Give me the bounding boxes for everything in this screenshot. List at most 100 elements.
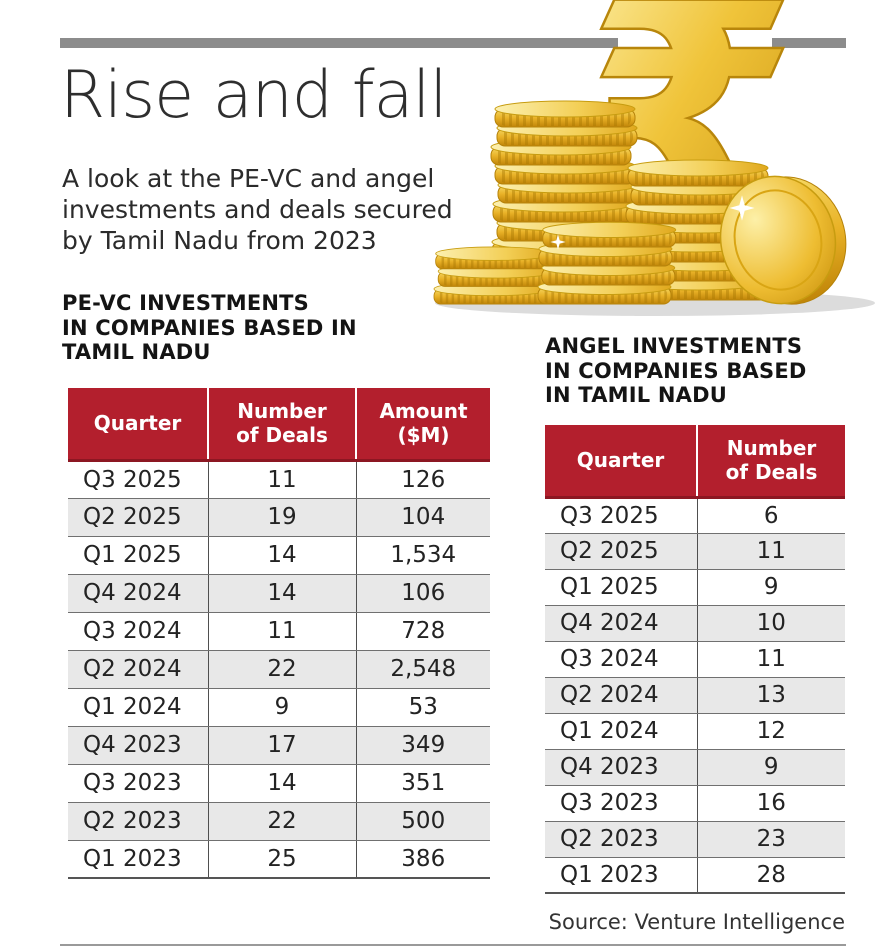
table-cell: 25 xyxy=(207,840,356,879)
table-cell: 351 xyxy=(355,764,490,803)
table-cell: Q3 2025 xyxy=(545,497,697,534)
column-header: Amount ($M) xyxy=(355,388,490,462)
table-cell: 6 xyxy=(696,497,845,534)
source-credit: Source: Venture Intelligence xyxy=(548,910,845,934)
table-row: Q1 2025 14 1,534 xyxy=(68,536,490,575)
table-cell: Q1 2023 xyxy=(68,840,208,879)
table-cell: 728 xyxy=(355,612,490,651)
column-header: Quarter xyxy=(545,425,697,499)
table-cell: 106 xyxy=(355,574,490,613)
sparkle-icon xyxy=(469,119,497,147)
table-cell: 104 xyxy=(355,498,490,537)
table-row: Q1 2024 12 xyxy=(545,713,845,750)
table-row: Q2 2024 13 xyxy=(545,677,845,714)
table-cell: 9 xyxy=(696,569,845,606)
table-cell: 22 xyxy=(207,802,356,841)
page-title: Rise and fall xyxy=(60,58,448,133)
table-cell: Q4 2023 xyxy=(545,749,697,786)
column-header: Number of Deals xyxy=(207,388,356,462)
column-header: Quarter xyxy=(68,388,208,462)
table-row: Q3 2024 11 xyxy=(545,641,845,678)
table-cell: 11 xyxy=(207,460,356,499)
angel-table-header-row: Quarter Number of Deals xyxy=(545,425,845,499)
bottom-rule xyxy=(60,944,846,946)
table-cell: 19 xyxy=(207,498,356,537)
table-cell: 13 xyxy=(696,677,845,714)
gold-coins-rupee-illustration: ₹ xyxy=(433,0,875,316)
table-cell: Q1 2024 xyxy=(68,688,208,727)
table-cell: 386 xyxy=(355,840,490,879)
table-row: Q3 2025 6 xyxy=(545,497,845,534)
table-row: Q1 2024 9 53 xyxy=(68,688,490,727)
table-cell: Q1 2025 xyxy=(68,536,208,575)
table-cell: 14 xyxy=(207,574,356,613)
table-row: Q3 2023 16 xyxy=(545,785,845,822)
table-cell: 17 xyxy=(207,726,356,765)
table-cell: Q2 2025 xyxy=(68,498,208,537)
table-cell: Q2 2025 xyxy=(545,533,697,570)
table-row: Q1 2023 25 386 xyxy=(68,840,490,879)
pevc-table: Quarter Number of Deals Amount ($M) Q3 202… xyxy=(68,388,490,879)
angel-table-body: Q3 2025 6 Q2 2025 11 Q1 2025 9 Q4 2024 10 Q3 202… xyxy=(545,497,845,894)
top-rule-right-segment xyxy=(772,38,846,48)
table-cell: Q4 2023 xyxy=(68,726,208,765)
table-row: Q4 2024 14 106 xyxy=(68,574,490,613)
table-cell: 28 xyxy=(696,857,845,894)
table-cell: 2,548 xyxy=(355,650,490,689)
table-cell: 11 xyxy=(207,612,356,651)
table-cell: 9 xyxy=(207,688,356,727)
table-cell: Q3 2023 xyxy=(545,785,697,822)
table-cell: 16 xyxy=(696,785,845,822)
column-header: Number of Deals xyxy=(696,425,845,499)
table-row: Q2 2023 22 500 xyxy=(68,802,490,841)
table-cell: Q4 2024 xyxy=(68,574,208,613)
table-cell: 14 xyxy=(207,536,356,575)
table-cell: 23 xyxy=(696,821,845,858)
table-cell: Q2 2023 xyxy=(545,821,697,858)
pevc-table-body: Q3 2025 11 126 Q2 2025 19 104 Q1 2025 14 1,534 Q4… xyxy=(68,460,490,879)
table-cell: 22 xyxy=(207,650,356,689)
table-cell: Q3 2024 xyxy=(545,641,697,678)
table-row: Q4 2023 9 xyxy=(545,749,845,786)
table-cell: 349 xyxy=(355,726,490,765)
table-cell: 12 xyxy=(696,713,845,750)
table-cell: Q4 2024 xyxy=(545,605,697,642)
table-row: Q2 2025 11 xyxy=(545,533,845,570)
table-cell: 1,534 xyxy=(355,536,490,575)
table-cell: Q1 2023 xyxy=(545,857,697,894)
table-row: Q4 2023 17 349 xyxy=(68,726,490,765)
table-cell: 9 xyxy=(696,749,845,786)
angel-section-heading: ANGEL INVESTMENTS IN COMPANIES BASED IN … xyxy=(545,334,807,408)
table-cell: 11 xyxy=(696,533,845,570)
table-cell: 11 xyxy=(696,641,845,678)
table-cell: Q3 2024 xyxy=(68,612,208,651)
top-rule-left-segment xyxy=(60,38,618,48)
table-cell: Q2 2024 xyxy=(68,650,208,689)
table-cell: Q3 2025 xyxy=(68,460,208,499)
table-row: Q1 2023 28 xyxy=(545,857,845,894)
table-cell: Q1 2024 xyxy=(545,713,697,750)
pevc-section-heading: PE-VC INVESTMENTS IN COMPANIES BASED IN … xyxy=(62,291,357,365)
table-row: Q2 2024 22 2,548 xyxy=(68,650,490,689)
table-cell: Q3 2023 xyxy=(68,764,208,803)
angel-table: Quarter Number of Deals Q3 2025 6 Q2 2025 11… xyxy=(545,425,845,894)
table-cell: Q2 2023 xyxy=(68,802,208,841)
pevc-table-header-row: Quarter Number of Deals Amount ($M) xyxy=(68,388,490,462)
table-cell: 126 xyxy=(355,460,490,499)
coin-stack-front-middle xyxy=(537,221,677,305)
table-cell: 14 xyxy=(207,764,356,803)
table-row: Q2 2023 23 xyxy=(545,821,845,858)
table-row: Q1 2025 9 xyxy=(545,569,845,606)
table-cell: Q2 2024 xyxy=(545,677,697,714)
table-cell: 53 xyxy=(355,688,490,727)
table-row: Q3 2025 11 126 xyxy=(68,460,490,499)
table-row: Q3 2023 14 351 xyxy=(68,764,490,803)
table-cell: Q1 2025 xyxy=(545,569,697,606)
page-subtitle: A look at the PE-VC and angel investment… xyxy=(62,164,453,255)
table-cell: 500 xyxy=(355,802,490,841)
table-cell: 10 xyxy=(696,605,845,642)
table-row: Q3 2024 11 728 xyxy=(68,612,490,651)
table-row: Q4 2024 10 xyxy=(545,605,845,642)
table-row: Q2 2025 19 104 xyxy=(68,498,490,537)
